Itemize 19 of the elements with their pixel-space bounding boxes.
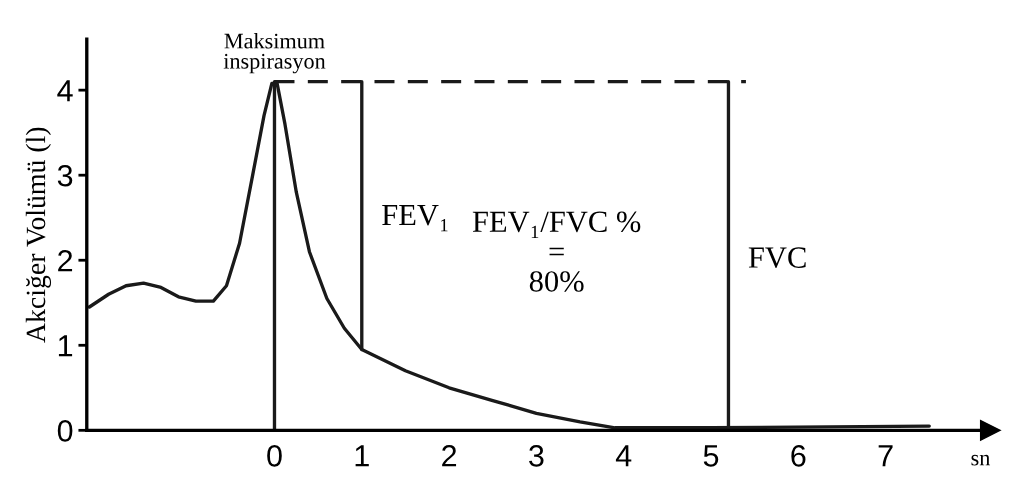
x-tick-label: 4	[615, 445, 632, 467]
annotation: FEV₁/FVC % = 80%	[472, 211, 641, 292]
y-tick-label: 3	[57, 164, 73, 187]
y-tick-label: 2	[58, 249, 73, 272]
x-tick-label: 3	[529, 445, 544, 467]
y-tick-label: 4	[57, 80, 73, 102]
annotation: Maksimum inspirasyon	[223, 32, 326, 74]
x-tick-label: 7	[878, 445, 893, 467]
x-tick-label: 2	[442, 445, 457, 467]
x-tick-label: 1	[355, 445, 369, 467]
x-axis-title: sn	[971, 454, 991, 466]
annotation: FVC	[748, 247, 806, 269]
annotation: FEV₁	[382, 205, 448, 232]
x-tick-label: 6	[791, 445, 806, 467]
x-tick-label: 0	[267, 445, 282, 467]
y-tick-label: 0	[57, 420, 73, 442]
x-tick-label: 5	[703, 445, 719, 467]
y-axis-title: Akciğer Volümü (l)	[25, 127, 52, 343]
y-tick-label: 1	[58, 335, 73, 357]
